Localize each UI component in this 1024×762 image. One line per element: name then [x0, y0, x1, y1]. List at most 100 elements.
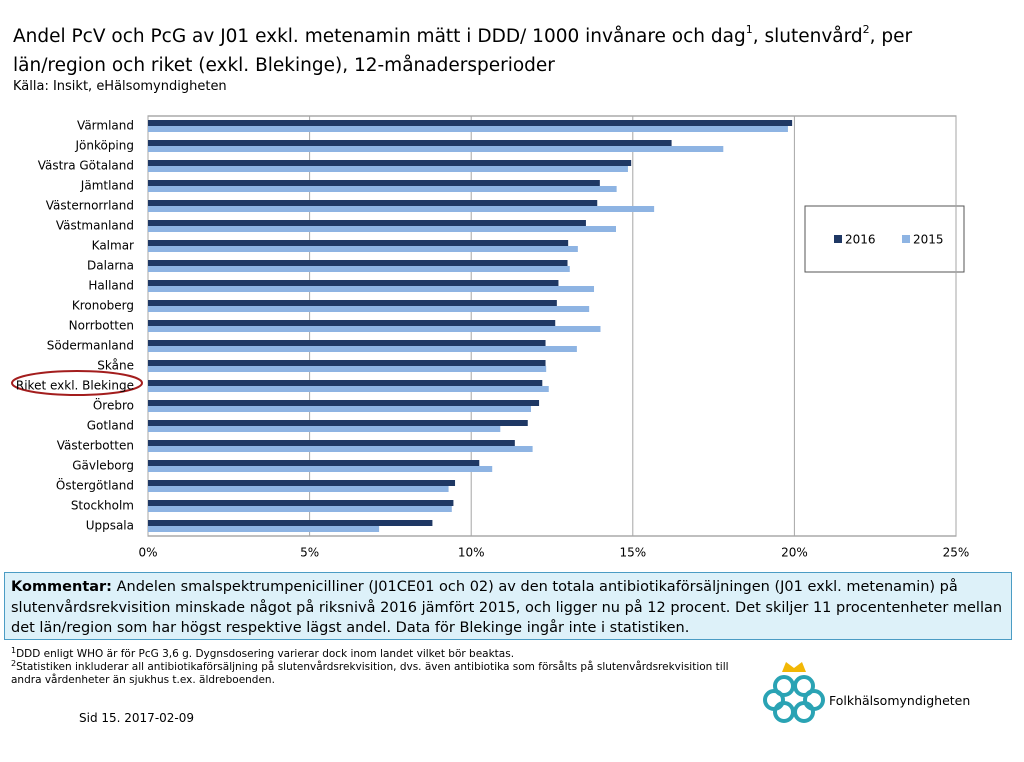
bar [148, 126, 788, 132]
y-tick-label: Västra Götaland [38, 159, 134, 173]
footnote-ref: 2 [862, 23, 870, 36]
bar [148, 240, 569, 246]
bar [148, 206, 655, 212]
legend-swatch [834, 235, 842, 243]
y-tick-label: Västernorrland [46, 199, 134, 213]
footnote-ref: 1 [745, 23, 753, 36]
bar [148, 286, 595, 292]
footnote: 2Statistiken inkluderar all antibiotikaf… [11, 659, 751, 687]
bar [148, 160, 632, 166]
bar [148, 146, 724, 152]
bar [148, 420, 528, 426]
bar [148, 406, 531, 412]
y-tick-label: Jämtland [80, 179, 134, 193]
y-tick-label: Uppsala [86, 519, 134, 533]
y-tick-label: Halland [88, 279, 134, 293]
logo-text: Folkhälsomyndigheten [829, 693, 971, 708]
bar [148, 426, 501, 432]
bar [148, 220, 586, 226]
y-tick-label: Stockholm [71, 499, 134, 513]
bar [148, 460, 480, 466]
bar [148, 180, 600, 186]
bar [148, 466, 493, 472]
legend: 2016 2015 [804, 205, 965, 273]
page-footer: Sid 15. 2017-02-09 [79, 711, 195, 725]
y-tick-label: Norrbotten [69, 319, 134, 333]
y-tick-label: Kronoberg [72, 299, 134, 313]
bar [148, 326, 601, 332]
footnote-text: Statistiken inkluderar all antibiotikafö… [11, 661, 729, 686]
y-tick-label: Skåne [97, 359, 134, 373]
logo-icon [763, 662, 825, 723]
y-tick-label: Östergötland [56, 477, 134, 493]
bar [148, 360, 546, 366]
bar [148, 186, 617, 192]
y-tick-label: Västerbotten [57, 439, 134, 453]
x-tick-label: 0% [138, 546, 157, 560]
bar [148, 246, 578, 252]
bar [148, 280, 559, 286]
bar [148, 520, 433, 526]
footnote-mark: 2 [11, 659, 17, 668]
bar [148, 120, 793, 126]
bar [148, 300, 557, 306]
logo-crown [782, 662, 806, 672]
bar [148, 446, 533, 452]
bar [148, 386, 549, 392]
bar [148, 200, 598, 206]
footnote-text: DDD enligt WHO är för PcG 3,6 g. Dygnsdo… [16, 648, 515, 660]
title-text: , slutenvård [752, 26, 863, 47]
logo-rings [763, 675, 825, 723]
bar [148, 346, 577, 352]
x-tick-label: 25% [943, 546, 970, 560]
legend-swatch [902, 235, 910, 243]
bar [148, 526, 380, 532]
bar [148, 226, 616, 232]
x-tick-label: 20% [781, 546, 808, 560]
title-text: , per län/region och riket (exkl. Blekin… [13, 26, 913, 76]
bar [148, 266, 570, 272]
footnote-mark: 1 [11, 646, 17, 655]
bar [148, 500, 454, 506]
bar [148, 306, 590, 312]
logo: Folkhälsomyndigheten [762, 658, 1002, 728]
comment-text: Andelen smalspektrumpenicilliner (J01CE0… [11, 579, 1003, 636]
footnotes: 1DDD enligt WHO är för PcG 3,6 g. Dygnsd… [11, 646, 751, 687]
bar [148, 366, 547, 372]
bar [148, 340, 546, 346]
y-tick-label: Södermanland [47, 339, 134, 353]
bar [148, 260, 568, 266]
y-tick-label: Örebro [93, 397, 134, 413]
comment-label: Kommentar: [11, 579, 112, 595]
bar [148, 440, 515, 446]
source: Källa: Insikt, eHälsomyndigheten [13, 79, 227, 94]
legend-label: 2015 [913, 233, 944, 247]
legend-box [804, 205, 965, 273]
title-text: Andel PcV och PcG av J01 exkl. metenamin… [13, 26, 746, 47]
y-tick-label: Gotland [87, 419, 134, 433]
x-tick-label: 10% [458, 546, 485, 560]
y-tick-label: Riket exkl. Blekinge [16, 379, 134, 393]
y-tick-label: Gävleborg [72, 459, 134, 473]
bar [148, 506, 452, 512]
x-tick-label: 5% [300, 546, 319, 560]
comment-box: Kommentar: Andelen smalspektrumpenicilli… [4, 572, 1012, 640]
y-tick-label: Värmland [77, 119, 134, 133]
bar [148, 320, 556, 326]
highlight-ellipse [11, 370, 143, 396]
y-tick-label: Jönköping [74, 139, 134, 153]
chart-title: Andel PcV och PcG av J01 exkl. metenamin… [13, 22, 1003, 80]
legend-label: 2016 [845, 233, 876, 247]
bar [148, 140, 672, 146]
chart: 2016 2015 0% 5% 10% 15% 20% 25% Värmland Jönköpi… [11, 115, 970, 560]
bar [148, 486, 449, 492]
y-tick-label: Kalmar [92, 239, 134, 253]
bar [148, 166, 628, 172]
footnote: 1DDD enligt WHO är för PcG 3,6 g. Dygnsd… [11, 646, 751, 661]
y-tick-label: Dalarna [87, 259, 134, 273]
y-tick-label: Västmanland [56, 219, 134, 233]
x-tick-label: 15% [619, 546, 646, 560]
bar [148, 380, 543, 386]
bar [148, 480, 456, 486]
